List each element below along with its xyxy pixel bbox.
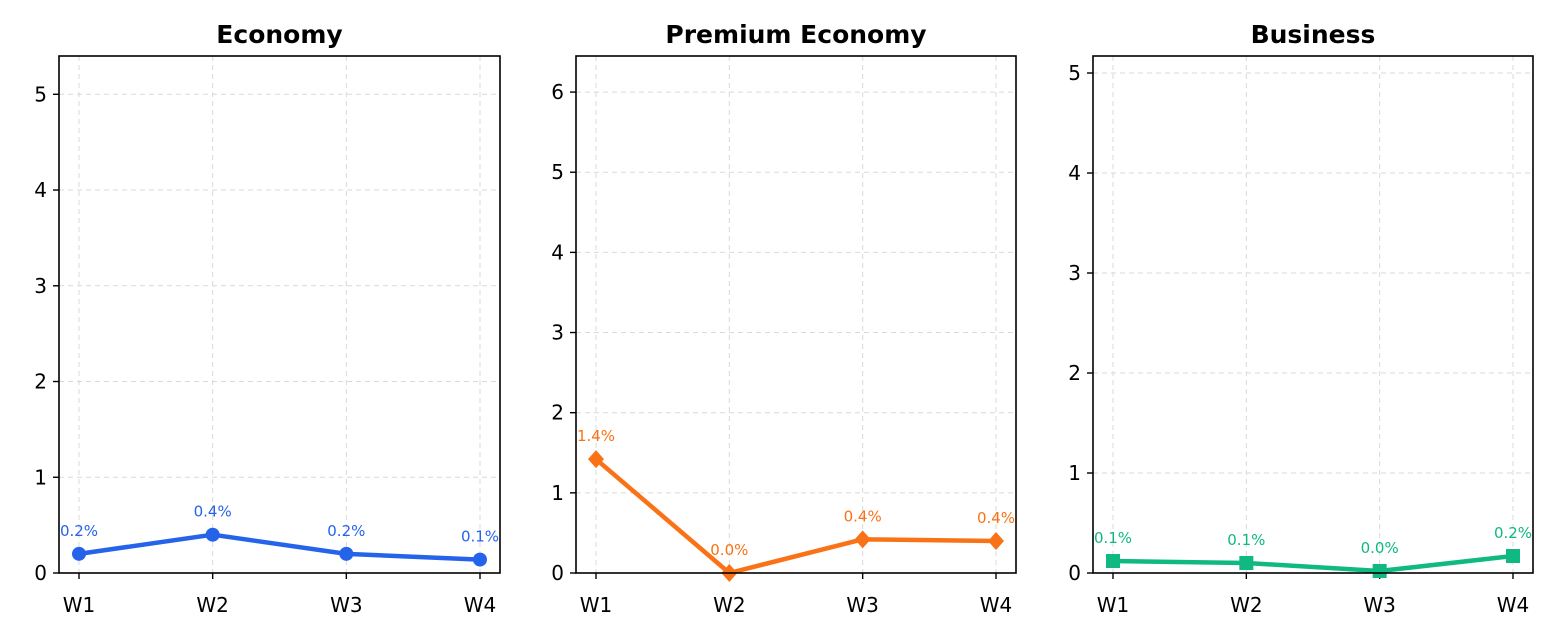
series-line <box>1110 553 1516 574</box>
data-label: 0.2% <box>1494 524 1532 542</box>
panel-title: Premium Economy <box>665 20 926 49</box>
y-tick-label: 0 <box>551 561 564 585</box>
x-tick-label: W1 <box>580 593 613 617</box>
data-label: 0.1% <box>1227 531 1265 549</box>
y-tick-label: 1 <box>34 465 47 489</box>
data-label: 1.4% <box>577 427 615 445</box>
y-tick-label: 3 <box>34 274 47 298</box>
y-tick-label: 3 <box>551 321 564 345</box>
data-point <box>339 546 354 561</box>
y-tick-label: 4 <box>34 178 47 202</box>
series-line <box>76 532 483 562</box>
data-point <box>1106 554 1120 568</box>
data-point <box>1506 549 1520 563</box>
x-tick-label: W3 <box>846 593 879 617</box>
data-label: 0.1% <box>1094 529 1132 547</box>
data-label: 0.0% <box>1361 539 1399 557</box>
data-point <box>1372 564 1387 578</box>
x-tick-label: W1 <box>63 593 96 617</box>
data-label: 0.2% <box>60 522 98 540</box>
y-tick-label: 5 <box>34 82 47 106</box>
x-tick-label: W3 <box>330 593 363 617</box>
data-point <box>1239 556 1254 570</box>
data-label: 0.1% <box>461 528 499 546</box>
y-tick-label: 1 <box>551 481 564 505</box>
data-label: 0.2% <box>327 522 365 540</box>
y-tick-label: 6 <box>551 80 564 104</box>
x-tick-label: W4 <box>464 593 497 617</box>
plot-frame <box>1092 55 1534 574</box>
y-tick-label: 2 <box>34 370 47 394</box>
data-point <box>473 552 487 567</box>
panel-title: Business <box>1251 20 1376 49</box>
y-tick-label: 2 <box>551 401 564 425</box>
panel-3: 0 1 2 3 4 5 W1 W2 W3 W4 0.1% 0.1% 0.0% 0.2% Business <box>1068 20 1534 617</box>
data-label: 0.4% <box>977 509 1015 527</box>
y-tick-label: 5 <box>1068 61 1081 85</box>
x-tick-label: W2 <box>196 593 229 617</box>
x-tick-label: W3 <box>1363 593 1396 617</box>
y-tick-label: 1 <box>1068 461 1081 485</box>
data-point <box>205 527 220 542</box>
y-tick-label: 5 <box>551 160 564 184</box>
data-point <box>988 531 1004 550</box>
series-line <box>593 456 999 576</box>
x-tick-label: W4 <box>1497 593 1530 617</box>
data-point <box>72 546 86 561</box>
data-label: 0.4% <box>844 507 882 525</box>
y-tick-label: 4 <box>1068 161 1081 185</box>
data-point <box>588 450 604 469</box>
x-tick-label: W2 <box>713 593 746 617</box>
x-tick-label: W1 <box>1097 593 1130 617</box>
x-tick-label: W4 <box>980 593 1013 617</box>
data-point <box>854 530 871 549</box>
y-tick-label: 0 <box>1068 561 1081 585</box>
y-tick-label: 2 <box>1068 361 1081 385</box>
y-tick-label: 0 <box>34 561 47 585</box>
panel-title: Economy <box>216 20 342 49</box>
panel-2: 0 1 2 3 4 5 6 W1 W2 W3 W4 1.4% 0.0% 0.4% 0.4% Premium E… <box>551 20 1017 617</box>
data-label: 0.0% <box>710 541 748 559</box>
data-label: 0.4% <box>194 503 232 521</box>
y-tick-label: 3 <box>1068 261 1081 285</box>
panel-1: 0 1 2 3 4 5 W1 W2 W3 W4 0.2% 0.4% 0.2% 0.1% Economy <box>34 20 501 617</box>
plot-frame <box>575 55 1017 574</box>
x-tick-label: W2 <box>1230 593 1263 617</box>
plot-frame <box>58 55 501 574</box>
y-tick-label: 4 <box>551 240 564 264</box>
